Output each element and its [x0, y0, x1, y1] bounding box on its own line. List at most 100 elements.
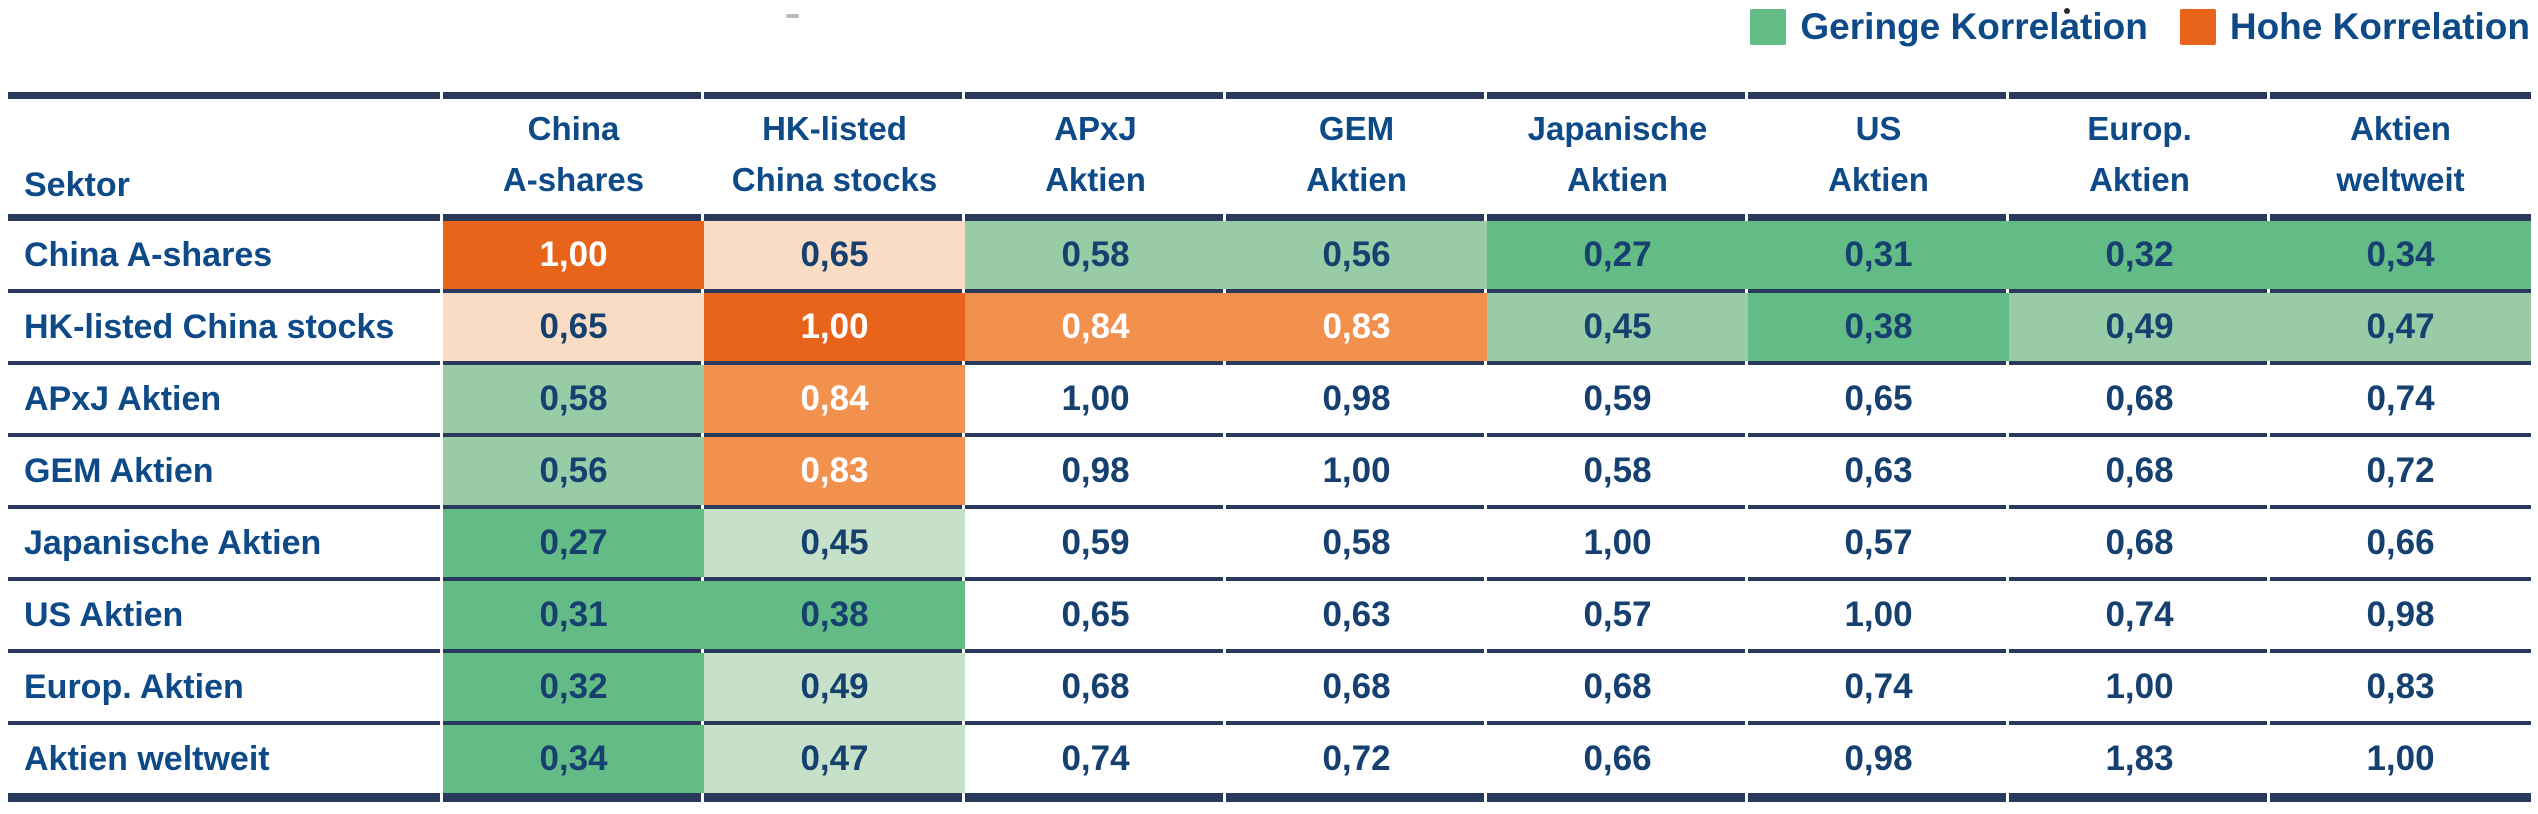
matrix-cell: 1,00	[965, 365, 1226, 433]
matrix-cell: 1,00	[1226, 437, 1487, 505]
rule-segment	[1226, 505, 1487, 509]
rule-segment	[8, 793, 443, 802]
matrix-cell: 0,58	[1487, 437, 1748, 505]
matrix-cell: 0,98	[965, 437, 1226, 505]
table-row: Europ. Aktien 0,32 0,49 0,68 0,68 0,68 0,74 1,0…	[8, 653, 2531, 721]
matrix-cell: 0,45	[1487, 293, 1748, 361]
row-divider	[8, 505, 2531, 509]
matrix-cell: 0,32	[2009, 221, 2270, 289]
matrix-cell: 1,00	[704, 293, 965, 361]
matrix-cell: 0,27	[1487, 221, 1748, 289]
matrix-cell: 0,74	[2009, 581, 2270, 649]
rule-segment	[1226, 92, 1487, 99]
column-header: GEM Aktien	[1226, 103, 1487, 205]
rule-segment	[8, 214, 443, 221]
column-header-line2: A-shares	[502, 160, 645, 198]
matrix-cell: 0,68	[2009, 509, 2270, 577]
rule-segment	[443, 649, 704, 653]
matrix-cell: 0,57	[1748, 509, 2009, 577]
matrix-cell: 0,83	[704, 437, 965, 505]
rule-segment	[704, 289, 965, 293]
rule-segment	[2270, 433, 2531, 437]
header-bottom-border	[8, 214, 2531, 221]
matrix-cell: 0,58	[1226, 509, 1487, 577]
rule-segment	[443, 92, 704, 99]
rule-segment	[1226, 793, 1487, 802]
matrix-cell: 0,31	[1748, 221, 2009, 289]
rule-segment	[1748, 577, 2009, 581]
matrix-cell: 0,68	[2009, 437, 2270, 505]
matrix-cell: 0,56	[443, 437, 704, 505]
rule-segment	[1748, 92, 2009, 99]
rule-segment	[965, 433, 1226, 437]
rule-segment	[443, 361, 704, 365]
row-label: China A-shares	[8, 221, 443, 289]
page-artifact-dot	[2064, 8, 2070, 14]
matrix-cell: 0,84	[965, 293, 1226, 361]
column-header-line1: China	[527, 109, 620, 147]
rule-segment	[2009, 577, 2270, 581]
rule-segment	[704, 92, 965, 99]
matrix-cell: 0,74	[1748, 653, 2009, 721]
rule-segment	[8, 433, 443, 437]
rule-segment	[2270, 361, 2531, 365]
page-artifact-dash	[786, 14, 799, 18]
matrix-cell: 1,00	[1748, 581, 2009, 649]
rule-segment	[704, 793, 965, 802]
rule-segment	[1487, 505, 1748, 509]
column-header-line1: GEM	[1318, 109, 1395, 147]
matrix-cell: 1,00	[2270, 725, 2531, 793]
correlation-table: Sektor China A-shares HK-listed China stocks…	[8, 92, 2531, 802]
rule-segment	[443, 577, 704, 581]
rule-segment	[704, 214, 965, 221]
table-row: GEM Aktien 0,56 0,83 0,98 1,00 0,58 0,63 0,68 0,…	[8, 437, 2531, 505]
rule-segment	[1226, 361, 1487, 365]
row-label: Japanische Aktien	[8, 509, 443, 577]
table-row: US Aktien 0,31 0,38 0,65 0,63 0,57 1,00 0,74 0,9…	[8, 581, 2531, 649]
row-label: GEM Aktien	[8, 437, 443, 505]
matrix-cell: 0,65	[443, 293, 704, 361]
rule-segment	[965, 505, 1226, 509]
column-header-line1: Europ.	[2087, 109, 2192, 147]
matrix-cell: 0,34	[2270, 221, 2531, 289]
row-divider	[8, 577, 2531, 581]
matrix-cell: 1,00	[2009, 653, 2270, 721]
matrix-cell: 0,49	[704, 653, 965, 721]
rule-segment	[2009, 649, 2270, 653]
legend-high-swatch	[2179, 9, 2216, 45]
rule-segment	[1226, 649, 1487, 653]
column-header-line2: weltweit	[2336, 160, 2465, 198]
matrix-cell: 1,00	[443, 221, 704, 289]
rule-segment	[443, 433, 704, 437]
rule-segment	[1226, 721, 1487, 725]
column-header-line2: China stocks	[731, 160, 938, 198]
table-row: APxJ Aktien 0,58 0,84 1,00 0,98 0,59 0,65 0,68 0…	[8, 365, 2531, 433]
column-header-line1: APxJ	[1054, 109, 1137, 147]
matrix-cell: 0,84	[704, 365, 965, 433]
rule-segment	[1487, 214, 1748, 221]
rule-segment	[2009, 793, 2270, 802]
rule-segment	[1748, 433, 2009, 437]
rule-segment	[2009, 721, 2270, 725]
row-divider	[8, 649, 2531, 653]
rule-segment	[1487, 433, 1748, 437]
table-row: Japanische Aktien 0,27 0,45 0,59 0,58 1,00 0,5…	[8, 509, 2531, 577]
rule-segment	[8, 289, 443, 293]
matrix-cell: 0,98	[1748, 725, 2009, 793]
row-label: Aktien weltweit	[8, 725, 443, 793]
row-label: Europ. Aktien	[8, 653, 443, 721]
rule-segment	[2270, 793, 2531, 802]
matrix-cell: 0,47	[2270, 293, 2531, 361]
rule-segment	[1226, 289, 1487, 293]
matrix-cell: 0,31	[443, 581, 704, 649]
matrix-cell: 0,65	[704, 221, 965, 289]
rule-segment	[704, 649, 965, 653]
matrix-cell: 0,83	[1226, 293, 1487, 361]
column-header: China A-shares	[443, 103, 704, 205]
column-header-line1: Japanische	[1527, 109, 1708, 147]
rule-segment	[443, 505, 704, 509]
rule-segment	[1487, 649, 1748, 653]
rule-segment	[1226, 577, 1487, 581]
rule-segment	[1487, 793, 1748, 802]
rule-segment	[1226, 433, 1487, 437]
